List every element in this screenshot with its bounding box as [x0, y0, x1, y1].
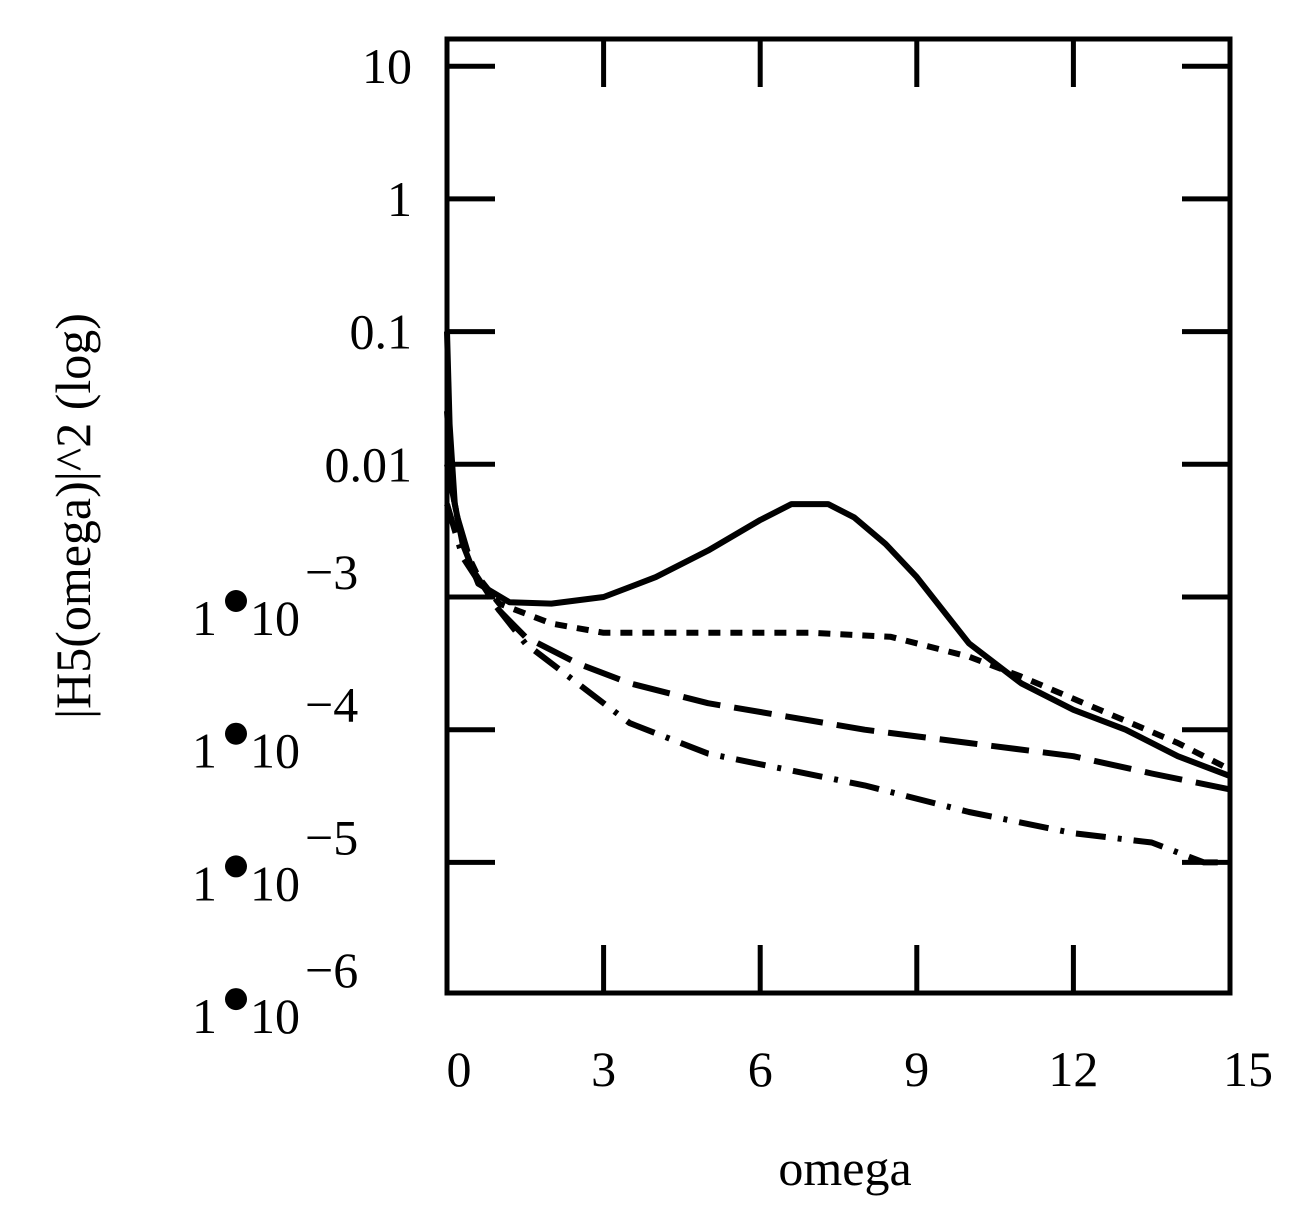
- y-tick-base: 10: [250, 723, 300, 779]
- y-tick-label-sci-0: 1 10−3: [192, 544, 358, 646]
- y-tick-power: −6: [305, 942, 358, 998]
- y-tick-label-sci-3: 1 10−6: [192, 942, 358, 1044]
- multiply-dot: [225, 590, 247, 612]
- x-tick-label-4: 12: [1048, 1041, 1098, 1097]
- y-tick-power: −4: [305, 677, 358, 733]
- y-tick-label-sci-1: 1 10−4: [192, 677, 358, 779]
- y-tick-base: 10: [250, 988, 300, 1044]
- x-tick-label-2: 6: [748, 1041, 773, 1097]
- multiply-dot: [225, 855, 247, 878]
- x-tick-label-1: 3: [591, 1041, 616, 1097]
- series-line-solid: [444, 331, 1232, 779]
- y-tick-power: −3: [305, 544, 358, 600]
- y-tick-base: 10: [250, 855, 300, 911]
- series-line-dash-dot: [444, 503, 1230, 866]
- multiply-dot: [225, 722, 247, 745]
- y-tick-label-0: 10: [362, 38, 412, 94]
- y-tick-label-3: 0.01: [325, 436, 413, 492]
- multiply-dot: [225, 988, 247, 1011]
- y-tick-mantissa: 1: [192, 590, 217, 646]
- y-tick-mantissa: 1: [192, 988, 217, 1044]
- y-tick-label-2: 0.1: [350, 304, 413, 360]
- x-tick-label-3: 9: [904, 1041, 929, 1097]
- y-tick-power: −5: [305, 809, 358, 865]
- x-tick-label-0: 0: [447, 1041, 472, 1097]
- y-tick-mantissa: 1: [192, 855, 217, 911]
- y-tick-label-1: 1: [387, 171, 412, 227]
- axis-ticks: [447, 39, 1230, 993]
- y-tick-base: 10: [250, 590, 300, 646]
- y-tick-mantissa: 1: [192, 723, 217, 779]
- x-axis-label: omega: [778, 1140, 911, 1196]
- series-layer: [444, 331, 1232, 866]
- series-line-short-dash: [444, 411, 1232, 773]
- x-tick-labels: 0 3 6 9 12 15: [447, 1041, 1274, 1097]
- y-axis-label: |H5(omega)|^2 (log): [45, 313, 101, 719]
- x-tick-label-5: 15: [1223, 1041, 1273, 1097]
- plot-frame: [444, 36, 1233, 996]
- y-tick-label-sci-2: 1 10−5: [192, 809, 358, 911]
